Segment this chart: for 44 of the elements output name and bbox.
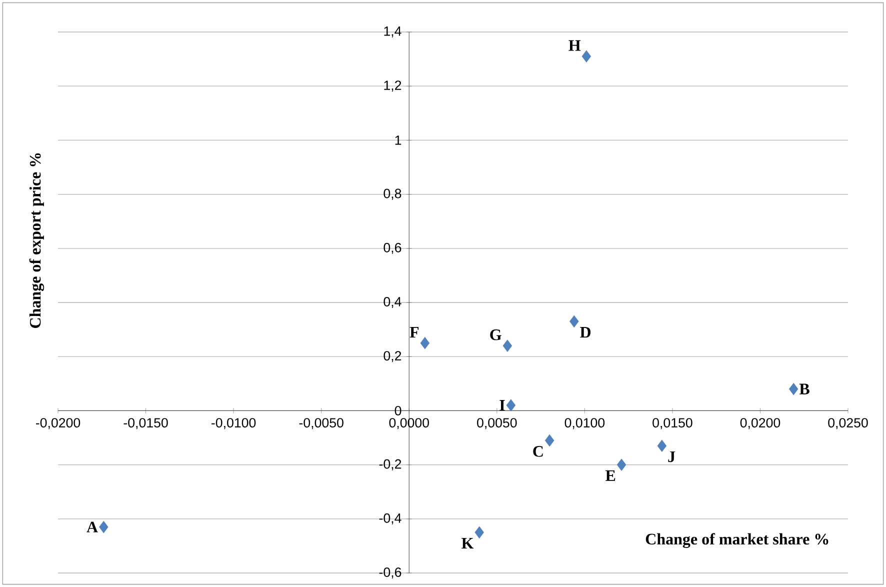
point xyxy=(502,340,512,352)
y-tick-label: 0,8 xyxy=(384,188,402,200)
annotation: G xyxy=(490,329,502,340)
point xyxy=(657,440,666,452)
annotation: K xyxy=(462,538,474,548)
annotation: H xyxy=(568,40,581,51)
annotation: E xyxy=(606,470,616,481)
point xyxy=(506,399,516,412)
y-tick-label: -0,6 xyxy=(379,567,402,579)
point xyxy=(616,458,626,471)
y-tick-label: 0,4 xyxy=(384,296,402,308)
point xyxy=(474,526,484,538)
point xyxy=(789,383,798,396)
x-tick-label: 0,0050 xyxy=(477,418,517,430)
y-axis-title: Change of export price % xyxy=(29,153,44,328)
x-tick-label: 0,0000 xyxy=(389,418,429,430)
point xyxy=(544,434,554,446)
x-tick-label: -0,0100 xyxy=(212,418,256,430)
point xyxy=(420,337,430,350)
x-tick-label: -0,0050 xyxy=(299,418,344,430)
annotation: D xyxy=(580,327,591,338)
y-tick-label: -0,2 xyxy=(379,459,402,470)
y-tick-label: 1 xyxy=(395,136,402,145)
annotation: B xyxy=(799,384,810,394)
y-tick-label: 1,2 xyxy=(384,80,402,92)
point xyxy=(582,50,591,62)
annotation: F xyxy=(410,327,419,338)
annotation: C xyxy=(533,446,543,457)
x-tick-label: -0,0150 xyxy=(124,418,168,430)
annotation: I xyxy=(500,400,505,411)
x-axis-title: Change of market share % xyxy=(646,533,828,548)
x-tick-label: -0,0200 xyxy=(36,418,80,430)
y-tick-label: 1,4 xyxy=(384,26,402,38)
annotation: A xyxy=(86,522,98,532)
x-tick-label: 0,0100 xyxy=(564,418,605,430)
y-tick-label: 0,6 xyxy=(384,242,402,254)
y-tick-label: -0,4 xyxy=(379,513,402,524)
x-tick-label: 0,0150 xyxy=(652,418,692,430)
x-tick-label: 0,0200 xyxy=(740,418,780,430)
y-tick-label: 0,2 xyxy=(384,351,402,362)
x-tick-label: 0,0250 xyxy=(828,418,868,430)
point xyxy=(570,315,579,328)
annotation: J xyxy=(668,451,676,462)
point xyxy=(99,521,108,534)
